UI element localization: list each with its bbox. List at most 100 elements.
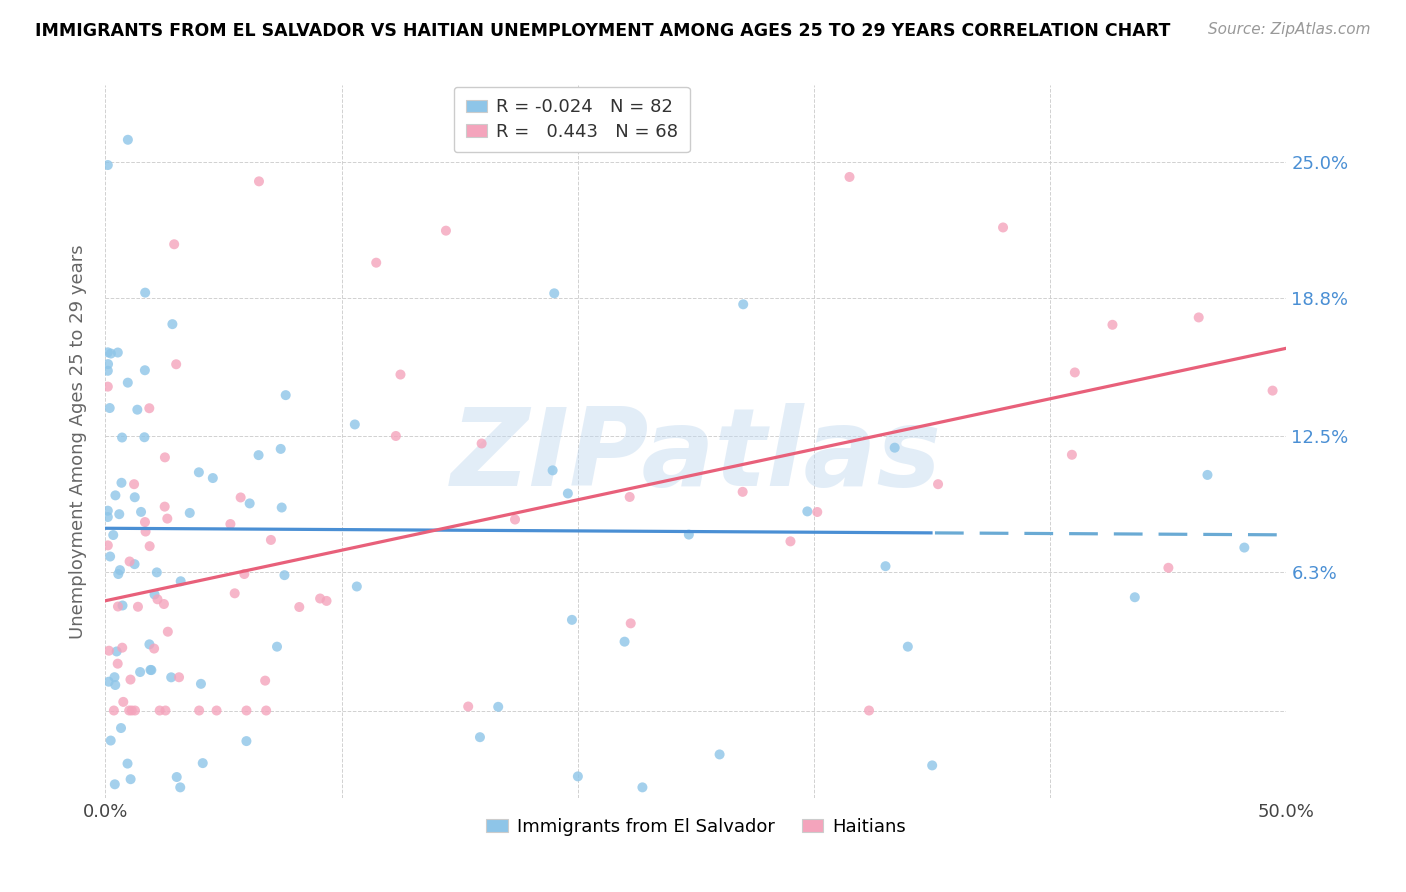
Point bbox=[100, 346, 122, 360]
Point bbox=[112, 695, 135, 709]
Point bbox=[1157, 561, 1180, 575]
Point bbox=[103, 528, 125, 542]
Point bbox=[541, 463, 564, 477]
Point bbox=[366, 255, 388, 269]
Point bbox=[111, 430, 134, 444]
Point bbox=[100, 733, 122, 747]
Point bbox=[796, 504, 818, 518]
Point bbox=[97, 364, 120, 378]
Point bbox=[678, 527, 700, 541]
Point bbox=[143, 587, 166, 601]
Point bbox=[108, 563, 131, 577]
Point bbox=[122, 477, 145, 491]
Point bbox=[97, 379, 120, 393]
Point bbox=[127, 599, 149, 614]
Text: Source: ZipAtlas.com: Source: ZipAtlas.com bbox=[1208, 22, 1371, 37]
Point bbox=[97, 674, 120, 689]
Point bbox=[170, 574, 193, 589]
Point bbox=[117, 376, 139, 390]
Point bbox=[149, 704, 172, 718]
Point bbox=[118, 554, 141, 568]
Point bbox=[434, 224, 457, 238]
Point bbox=[927, 477, 949, 491]
Point bbox=[139, 663, 162, 677]
Point bbox=[135, 524, 157, 539]
Point bbox=[247, 174, 270, 188]
Point bbox=[239, 496, 262, 510]
Point bbox=[129, 665, 152, 679]
Point bbox=[179, 506, 201, 520]
Point bbox=[389, 368, 412, 382]
Point bbox=[124, 490, 146, 504]
Point bbox=[120, 673, 142, 687]
Point bbox=[120, 772, 142, 787]
Point bbox=[1197, 467, 1219, 482]
Point bbox=[134, 285, 156, 300]
Point bbox=[124, 557, 146, 571]
Point bbox=[153, 450, 176, 465]
Point bbox=[111, 599, 134, 613]
Point bbox=[124, 704, 146, 718]
Point bbox=[162, 317, 184, 331]
Point bbox=[97, 643, 120, 657]
Point bbox=[229, 491, 252, 505]
Point bbox=[270, 500, 292, 515]
Point bbox=[883, 441, 905, 455]
Point bbox=[471, 436, 494, 450]
Point bbox=[134, 363, 156, 377]
Point bbox=[897, 640, 920, 654]
Point bbox=[104, 488, 127, 502]
Point bbox=[118, 704, 141, 718]
Point bbox=[270, 442, 292, 456]
Text: IMMIGRANTS FROM EL SALVADOR VS HAITIAN UNEMPLOYMENT AMONG AGES 25 TO 29 YEARS CO: IMMIGRANTS FROM EL SALVADOR VS HAITIAN U… bbox=[35, 22, 1171, 40]
Point bbox=[201, 471, 224, 485]
Point bbox=[163, 237, 186, 252]
Point bbox=[343, 417, 366, 432]
Text: ZIPatlas: ZIPatlas bbox=[450, 403, 942, 508]
Point bbox=[107, 599, 129, 614]
Point bbox=[110, 721, 132, 735]
Point bbox=[631, 780, 654, 795]
Point bbox=[315, 594, 337, 608]
Point bbox=[709, 747, 731, 762]
Point bbox=[1063, 366, 1085, 380]
Point bbox=[1233, 541, 1256, 555]
Point bbox=[219, 516, 242, 531]
Point bbox=[153, 500, 176, 514]
Point bbox=[254, 704, 277, 718]
Point bbox=[97, 538, 120, 552]
Point bbox=[858, 704, 880, 718]
Point bbox=[838, 169, 860, 184]
Point bbox=[167, 670, 190, 684]
Point bbox=[153, 597, 176, 611]
Point bbox=[97, 504, 120, 518]
Point bbox=[156, 511, 179, 525]
Point bbox=[620, 616, 643, 631]
Point bbox=[104, 777, 127, 791]
Point bbox=[619, 490, 641, 504]
Point bbox=[247, 448, 270, 462]
Point bbox=[991, 220, 1014, 235]
Point bbox=[160, 670, 183, 684]
Point bbox=[146, 566, 169, 580]
Point bbox=[98, 401, 121, 415]
Point bbox=[779, 534, 801, 549]
Point bbox=[97, 357, 120, 371]
Point bbox=[103, 704, 125, 718]
Point bbox=[733, 297, 755, 311]
Point bbox=[146, 592, 169, 607]
Point bbox=[107, 657, 129, 671]
Legend: Immigrants from El Salvador, Haitians: Immigrants from El Salvador, Haitians bbox=[478, 811, 914, 843]
Point bbox=[155, 704, 177, 718]
Y-axis label: Unemployment Among Ages 25 to 29 years: Unemployment Among Ages 25 to 29 years bbox=[69, 244, 87, 639]
Point bbox=[190, 677, 212, 691]
Point bbox=[346, 579, 368, 593]
Point bbox=[188, 704, 211, 718]
Point bbox=[260, 533, 283, 547]
Point bbox=[165, 357, 187, 371]
Point bbox=[613, 634, 636, 648]
Point bbox=[97, 510, 120, 524]
Point bbox=[98, 549, 121, 564]
Point bbox=[731, 484, 754, 499]
Point bbox=[468, 730, 491, 744]
